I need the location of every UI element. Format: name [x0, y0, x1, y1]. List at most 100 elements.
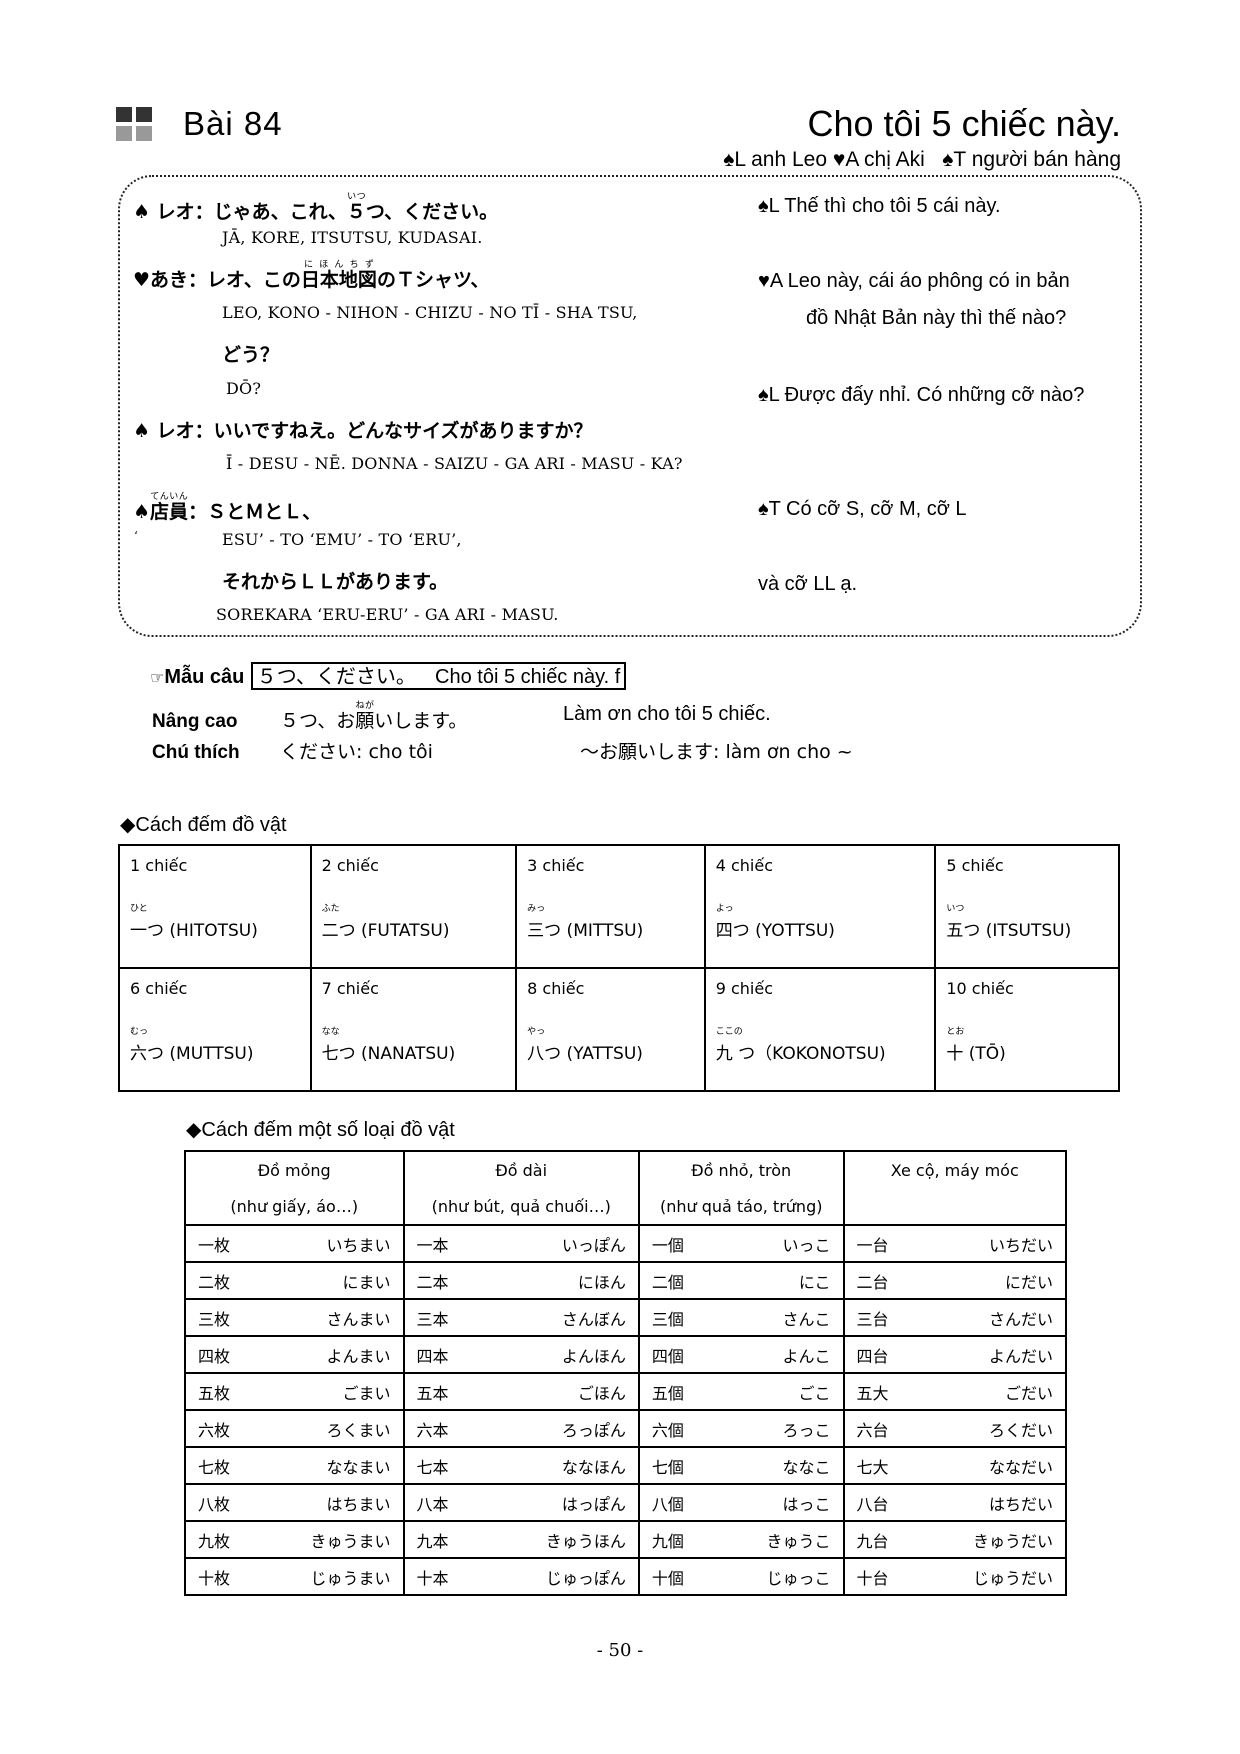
count-label: 3 chiếc: [527, 856, 585, 875]
counter-row: 二枚 にまい 二本 にほん 二個 にこ 二台 にだい: [184, 1261, 1067, 1300]
counter-reading: よんだい: [988, 1346, 1053, 1366]
counter-reading: ななほん: [561, 1457, 626, 1477]
note-2: ～お願いします: làm ơn cho ~: [580, 741, 853, 763]
counter-kanji: 二個: [651, 1272, 684, 1292]
counter-reading: ななまい: [326, 1457, 391, 1477]
counter-kanji: 三本: [416, 1309, 449, 1329]
legend-mark: ♠L: [723, 148, 746, 171]
counter-reading: ろくだい: [988, 1420, 1053, 1440]
counter-cell: 五本 ごほん: [402, 1372, 640, 1411]
sentence-pattern: ☞Mẫu câu ５つ、ください。 Cho tôi 5 chiếc này. f: [150, 660, 627, 690]
column-subheader: [842, 1188, 1067, 1226]
counter-row: 一枚 いちまい 一本 いっぽん 一個 いっこ 一台 いちだい: [184, 1224, 1067, 1263]
counter-cell: 五枚 ごまい: [184, 1372, 405, 1411]
counter-reading: にほん: [577, 1272, 626, 1292]
counter-reading: じゅっこ: [766, 1568, 831, 1588]
translation: và cỡ LL ạ.: [758, 573, 858, 595]
pattern-box: ５つ、ください。 Cho tôi 5 chiếc này. f: [250, 662, 627, 690]
counter-cell: 六本 ろっぽん: [402, 1409, 640, 1448]
page-number: - 50 -: [596, 1640, 644, 1661]
legend-text: chị Aki: [864, 148, 925, 171]
counter-kanji: 一台: [856, 1235, 889, 1255]
advanced-row: Nâng cao ５つ、お願ねがいします。: [152, 701, 467, 733]
count-reading: やっ: [527, 1027, 546, 1037]
counter-kanji: 一本: [416, 1235, 449, 1255]
counter-reading: はちまい: [326, 1494, 391, 1514]
column-subheader: (như giấy, áo…): [184, 1188, 405, 1226]
translation: ♠L Thế thì cho tôi 5 cái này.: [758, 195, 1001, 217]
counter-cell: 四台 よんだい: [842, 1335, 1067, 1374]
count-label: 5 chiếc: [946, 856, 1004, 875]
counting-row: 6 chiếc むっ 六つ (MUTTSU) 7 chiếc なな 七つ (NANATSU…: [118, 967, 1120, 1092]
counter-kanji: 十枚: [198, 1568, 231, 1588]
jp-text: ５つ、お: [280, 710, 356, 732]
romaji: LEO, KONO - NIHON - CHIZU - NO TĪ - SHA …: [222, 303, 638, 322]
lesson-number: Bài 84: [183, 105, 283, 142]
translation: đồ Nhật Bản này thì thế nào?: [806, 307, 1067, 329]
counter-reading: ごこ: [798, 1383, 831, 1403]
character-legend: ♠L anh Leo ♥A chị Aki ♠T người bán hàng: [723, 148, 1121, 172]
counter-reading: ろくまい: [326, 1420, 391, 1440]
counter-reading: ごまい: [342, 1383, 391, 1403]
counter-reading: さんまい: [326, 1309, 391, 1329]
stray-mark: ‘: [134, 529, 139, 543]
counter-reading: じゅうまい: [310, 1568, 391, 1588]
counter-reading: いちだい: [988, 1235, 1053, 1255]
counter-cell: 六枚 ろくまい: [184, 1409, 405, 1448]
counter-reading: はっぽん: [561, 1494, 626, 1514]
counter-row: 九枚 きゅうまい 九本 きゅうほん 九個 きゅうこ 九台 きゅうだい: [184, 1520, 1067, 1559]
counter-cell: 一本 いっぽん: [402, 1224, 640, 1263]
jp-text: レオ、この: [207, 269, 301, 291]
column-subheader: (như bút, quả chuối…): [402, 1188, 640, 1226]
counter-kanji: 五大: [856, 1383, 889, 1403]
counter-cell: 七大 ななだい: [842, 1446, 1067, 1485]
counter-kanji: 二枚: [198, 1272, 231, 1292]
speaker: 店員てんいん: [150, 492, 189, 523]
jp-text: ＳとＭとＬ、: [207, 501, 322, 523]
counter-row: 八枚 はちまい 八本 はっぽん 八個 はっこ 八台 はちだい: [184, 1483, 1067, 1522]
counter-cell: 八本 はっぽん: [402, 1483, 640, 1522]
counter-kanji: 五枚: [198, 1383, 231, 1403]
counter-reading: さんぼん: [561, 1309, 626, 1329]
column-subheader: (như quả táo, trứng): [637, 1188, 845, 1226]
counter-cell: 八個 はっこ: [637, 1483, 845, 1522]
dialogue-line-1: ♠ レオ：じゃあ、これ、５いつつ、ください。: [133, 192, 498, 224]
counter-cell: 十個 じゅっこ: [637, 1557, 845, 1596]
counting-cell: 3 chiếc みっ 三つ (MITTSU): [515, 844, 706, 969]
counter-kanji: 五個: [651, 1383, 684, 1403]
jp-text: のＴシャツ、: [376, 269, 490, 291]
column-header: Đồ mỏng: [184, 1150, 405, 1188]
counter-row: 四枚 よんまい 四本 よんほん 四個 よんこ 四台 よんだい: [184, 1335, 1067, 1374]
counter-kanji: 七個: [651, 1457, 684, 1477]
count-word: 四つ (YOTTSU): [715, 921, 835, 941]
counter-kanji: 十台: [856, 1568, 889, 1588]
counter-kanji: 九枚: [198, 1531, 231, 1551]
counter-kanji: 六台: [856, 1420, 889, 1440]
romaji: JĀ, KORE, ITSUTSU, KUDASAI.: [222, 228, 483, 247]
counter-cell: 八枚 はちまい: [184, 1483, 405, 1522]
furigana: 願ねが: [355, 701, 375, 732]
header-row: (như giấy, áo…) (như bút, quả chuối…) (như…: [184, 1188, 1067, 1226]
counter-kanji: 九個: [651, 1531, 684, 1551]
counter-cell: 四枚 よんまい: [184, 1335, 405, 1374]
counting-row: 1 chiếc ひと 一つ (HITOTSU) 2 chiếc ふた 二つ (FUTATS…: [118, 844, 1120, 969]
counter-cell: 二本 にほん: [402, 1261, 640, 1300]
column-header: Đồ nhỏ, tròn: [637, 1150, 845, 1188]
counter-kanji: 六個: [651, 1420, 684, 1440]
lesson-icon: [116, 107, 154, 143]
pointing-hand-icon: ☞: [150, 668, 165, 687]
counting-heading: ◆Cách đếm đồ vật: [120, 814, 287, 836]
count-word: 十 (TŌ): [946, 1044, 1006, 1064]
counter-cell: 六台 ろくだい: [842, 1409, 1067, 1448]
count-reading: なな: [321, 1027, 340, 1037]
translation: ♥A Leo này, cái áo phông có in bản: [758, 270, 1070, 292]
counter-row: 十枚 じゅうまい 十本 じゅっぽん 十個 じゅっこ 十台 じゅうだい: [184, 1557, 1067, 1596]
legend-mark: ♥A: [832, 148, 859, 171]
counter-cell: 九本 きゅうほん: [402, 1520, 640, 1559]
counter-reading: ななこ: [782, 1457, 831, 1477]
notes-label: Chú thích: [152, 742, 240, 763]
counter-cell: 三個 さんこ: [637, 1298, 845, 1337]
counter-cell: 九台 きゅうだい: [842, 1520, 1067, 1559]
counter-kanji: 一個: [651, 1235, 684, 1255]
counting-cell: 10 chiếc とお十 (TŌ): [934, 967, 1120, 1092]
